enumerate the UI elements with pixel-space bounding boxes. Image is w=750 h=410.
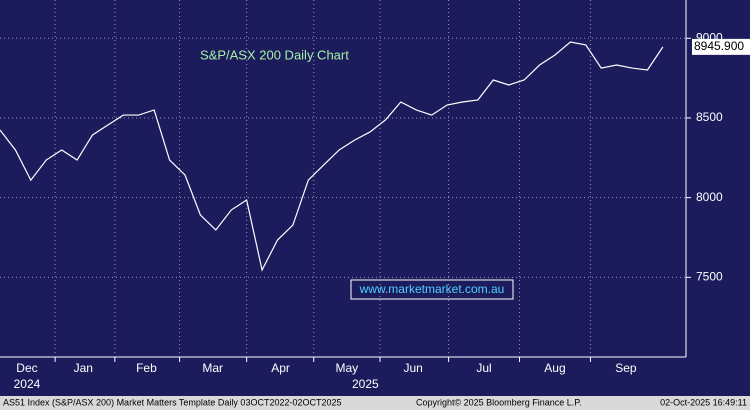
chart-title: S&P/ASX 200 Daily Chart	[200, 47, 349, 62]
footer-band	[0, 396, 750, 410]
x-tick-label: Sep	[615, 361, 637, 375]
x-tick-label: Jul	[476, 361, 491, 375]
y-tick-label: 8000	[696, 190, 723, 204]
x-tick-label: Apr	[271, 361, 290, 375]
last-price-label: 8945.900	[694, 39, 744, 53]
year-label: 2024	[14, 377, 41, 391]
footer-left: AS51 Index (S&P/ASX 200) Market Matters …	[3, 397, 342, 407]
x-tick-label: Mar	[202, 361, 223, 375]
footer-right: 02-Oct-2025 16:49:11	[660, 397, 747, 407]
annotation-box	[350, 279, 514, 300]
x-tick-label: Jan	[74, 361, 93, 375]
y-tick-label: 8500	[696, 110, 723, 124]
price-line	[0, 41, 664, 272]
x-tick-label: Aug	[544, 361, 565, 375]
x-tick-label: Feb	[136, 361, 157, 375]
x-tick-label: May	[336, 361, 359, 375]
year-label: 2025	[352, 377, 379, 391]
annotation: www.marketmarket.com.au	[359, 282, 505, 296]
x-tick-label: Dec	[16, 361, 37, 375]
y-tick-label: 7500	[696, 269, 723, 283]
x-tick-label: Jun	[403, 361, 422, 375]
footer-center: Copyright© 2025 Bloomberg Finance L.P.	[416, 397, 582, 407]
last-price-box	[692, 38, 750, 55]
